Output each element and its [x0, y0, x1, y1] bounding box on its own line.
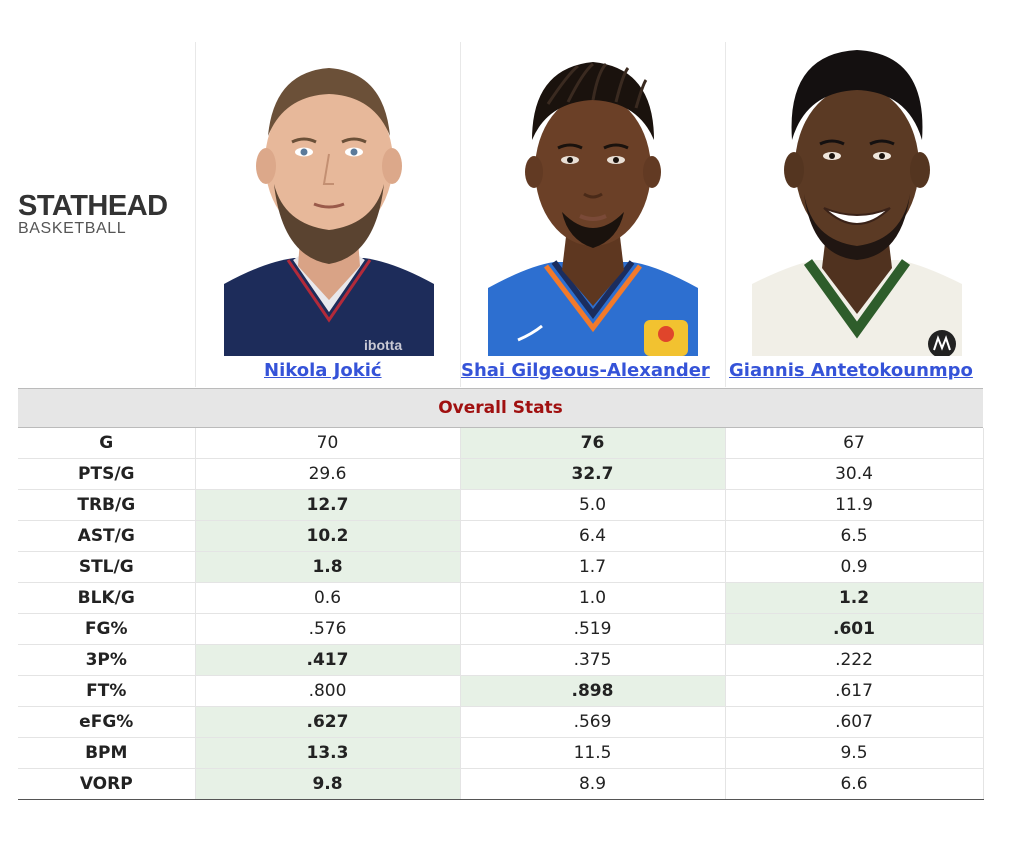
stat-value: 12.7	[195, 489, 461, 521]
table-row: VORP 9.8 8.9 6.6	[18, 768, 984, 800]
stat-value: .607	[725, 706, 984, 738]
table-row: PTS/G 29.6 32.7 30.4	[18, 458, 984, 490]
stat-value: .222	[725, 644, 984, 676]
stat-value: 6.4	[460, 520, 726, 552]
stat-value: 70	[195, 428, 461, 459]
stat-value: 9.8	[195, 768, 461, 800]
header-column-divider	[460, 42, 461, 387]
table-row: G 70 76 67	[18, 428, 984, 459]
stat-value: 6.6	[725, 768, 984, 800]
stat-value: .576	[195, 613, 461, 645]
player-photo-jokic[interactable]: ibotta	[224, 44, 434, 356]
stat-label: STL/G	[18, 551, 196, 583]
stat-value: .617	[725, 675, 984, 707]
stat-label: VORP	[18, 768, 196, 800]
table-row: STL/G 1.8 1.7 0.9	[18, 551, 984, 583]
stat-label: TRB/G	[18, 489, 196, 521]
stat-value: 1.7	[460, 551, 726, 583]
stat-value: .375	[460, 644, 726, 676]
stat-value: 32.7	[460, 458, 726, 490]
stat-label: eFG%	[18, 706, 196, 738]
stat-value: 1.0	[460, 582, 726, 614]
stats-table: Overall Stats G 70 76 67 PTS/G 29.6 32.7 30.4 TR…	[18, 388, 984, 800]
stat-value: 67	[725, 428, 984, 459]
stat-value: 10.2	[195, 520, 461, 552]
section-title: Overall Stats	[438, 398, 563, 418]
section-header: Overall Stats	[18, 388, 983, 428]
jersey-sponsor-text: ibotta	[364, 337, 402, 353]
stat-value: 0.6	[195, 582, 461, 614]
stat-value: 5.0	[460, 489, 726, 521]
table-row: eFG% .627.569.607	[18, 706, 984, 738]
table-row: AST/G 10.2 6.4 6.5	[18, 520, 984, 552]
stat-value: .601	[725, 613, 984, 645]
stat-value: 76	[460, 428, 726, 459]
stathead-logo[interactable]: STATHEAD BASKETBALL	[18, 192, 188, 238]
table-row: FG% .576.519.601	[18, 613, 984, 645]
table-row: BLK/G 0.6 1.0 1.2	[18, 582, 984, 614]
header-column-divider	[725, 42, 726, 387]
stat-value: 30.4	[725, 458, 984, 490]
stat-value: 9.5	[725, 737, 984, 769]
stat-label: FT%	[18, 675, 196, 707]
stat-label: G	[18, 428, 196, 459]
stat-value: 29.6	[195, 458, 461, 490]
stat-value: .627	[195, 706, 461, 738]
stat-value: 1.8	[195, 551, 461, 583]
logo-wordmark-bottom: BASKETBALL	[18, 220, 127, 237]
stat-label: 3P%	[18, 644, 196, 676]
player-link-jokic[interactable]: Nikola Jokić	[264, 360, 382, 381]
stat-value: 13.3	[195, 737, 461, 769]
stat-label: AST/G	[18, 520, 196, 552]
stat-value: .898	[460, 675, 726, 707]
table-row: TRB/G 12.7 5.0 11.9	[18, 489, 984, 521]
stats-grid: G 70 76 67 PTS/G 29.6 32.7 30.4 TRB/G 12.7 5.0 11.9…	[18, 428, 984, 800]
stat-value: 0.9	[725, 551, 984, 583]
header-column-divider	[195, 42, 196, 387]
stat-label: FG%	[18, 613, 196, 645]
stat-value: 6.5	[725, 520, 984, 552]
table-row: 3P% .417.375.222	[18, 644, 984, 676]
stat-value: .519	[460, 613, 726, 645]
stat-label: BPM	[18, 737, 196, 769]
player-photo-antetokounmpo[interactable]	[752, 44, 962, 356]
stat-label: BLK/G	[18, 582, 196, 614]
stat-value: .800	[195, 675, 461, 707]
stat-value: .417	[195, 644, 461, 676]
table-row: FT% .800.898.617	[18, 675, 984, 707]
stat-value: 11.5	[460, 737, 726, 769]
logo-wordmark-top: STATHEAD	[18, 190, 168, 222]
player-link-gilgeous-alexander[interactable]: Shai Gilgeous-Alexander	[461, 360, 710, 381]
table-row: BPM 13.3 11.5 9.5	[18, 737, 984, 769]
player-photo-gilgeous-alexander[interactable]	[488, 44, 698, 356]
stat-value: 8.9	[460, 768, 726, 800]
stat-label: PTS/G	[18, 458, 196, 490]
stat-value: 11.9	[725, 489, 984, 521]
player-link-antetokounmpo[interactable]: Giannis Antetokounmpo	[729, 360, 973, 381]
stat-value: 1.2	[725, 582, 984, 614]
stat-value: .569	[460, 706, 726, 738]
